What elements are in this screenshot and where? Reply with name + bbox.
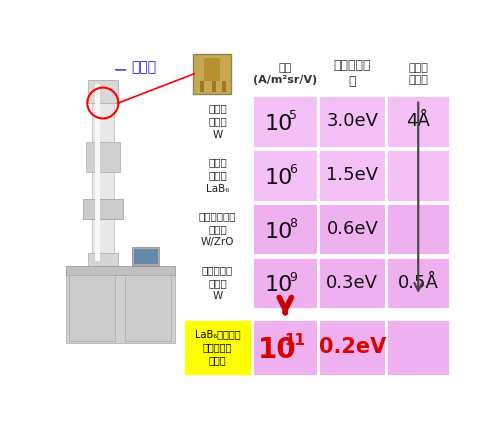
Bar — [182, 95, 252, 148]
Text: エネルギー
幅: エネルギー 幅 — [334, 59, 371, 88]
Bar — [66, 266, 175, 276]
Bar — [182, 257, 252, 309]
Bar — [134, 249, 158, 264]
Bar — [212, 81, 216, 92]
Bar — [132, 247, 160, 266]
Text: 10: 10 — [265, 114, 294, 134]
Bar — [88, 253, 118, 272]
Text: 電界放射型
電子銃
W: 電界放射型 電子銃 W — [202, 265, 233, 301]
Bar — [386, 95, 450, 148]
Text: LaB₆ナノ構造
電界放射型
電子銃: LaB₆ナノ構造 電界放射型 電子銃 — [194, 329, 240, 365]
Bar — [66, 266, 175, 343]
Text: 顕微鏡
分解能: 顕微鏡 分解能 — [408, 62, 428, 85]
Bar — [252, 257, 318, 309]
Text: 11: 11 — [284, 333, 305, 348]
Text: 6: 6 — [289, 163, 297, 176]
Bar — [192, 54, 232, 94]
Bar — [386, 203, 450, 255]
Bar — [86, 141, 120, 172]
Text: 10: 10 — [265, 168, 294, 188]
Bar — [124, 276, 171, 341]
Bar — [318, 95, 386, 148]
Text: 5: 5 — [289, 109, 297, 122]
Bar — [252, 319, 318, 376]
Text: 熱陰極
電子銃
W: 熱陰極 電子銃 W — [208, 103, 227, 140]
Text: 熱陰極
電子銃
LaB₆: 熱陰極 電子銃 LaB₆ — [206, 157, 229, 194]
Text: 10: 10 — [265, 222, 294, 241]
Bar — [386, 257, 450, 309]
Bar — [252, 149, 318, 202]
Bar — [386, 319, 450, 376]
Bar — [95, 84, 100, 261]
Text: 0.6eV: 0.6eV — [326, 220, 378, 238]
Bar — [182, 149, 252, 202]
Bar — [204, 57, 220, 81]
Bar — [88, 80, 118, 103]
Text: 10: 10 — [258, 336, 297, 364]
Bar — [222, 81, 226, 92]
Bar — [386, 149, 450, 202]
Text: ショットキー
電子銃
W/ZrO: ショットキー 電子銃 W/ZrO — [199, 211, 236, 247]
Bar — [318, 149, 386, 202]
Text: 0.2eV: 0.2eV — [318, 337, 386, 357]
Text: 4Å: 4Å — [406, 113, 430, 130]
Bar — [182, 319, 252, 376]
Text: 10: 10 — [265, 276, 294, 295]
Text: 電子源: 電子源 — [132, 61, 156, 75]
Text: 9: 9 — [289, 271, 297, 284]
Bar — [318, 257, 386, 309]
Bar — [182, 203, 252, 255]
Text: 1.5eV: 1.5eV — [326, 166, 378, 184]
Bar — [252, 95, 318, 148]
Bar — [252, 203, 318, 255]
Bar — [62, 51, 182, 376]
Text: 0.3eV: 0.3eV — [326, 274, 378, 292]
Text: 3.0eV: 3.0eV — [326, 113, 378, 130]
Bar — [318, 319, 386, 376]
Bar — [68, 276, 115, 341]
Bar — [200, 81, 204, 92]
Text: 0.5Å: 0.5Å — [398, 274, 438, 292]
Text: 輝度
(A/m²sr/V): 輝度 (A/m²sr/V) — [253, 62, 318, 85]
Bar — [92, 80, 114, 265]
Text: 8: 8 — [289, 216, 297, 230]
Bar — [82, 199, 123, 219]
Bar — [318, 203, 386, 255]
